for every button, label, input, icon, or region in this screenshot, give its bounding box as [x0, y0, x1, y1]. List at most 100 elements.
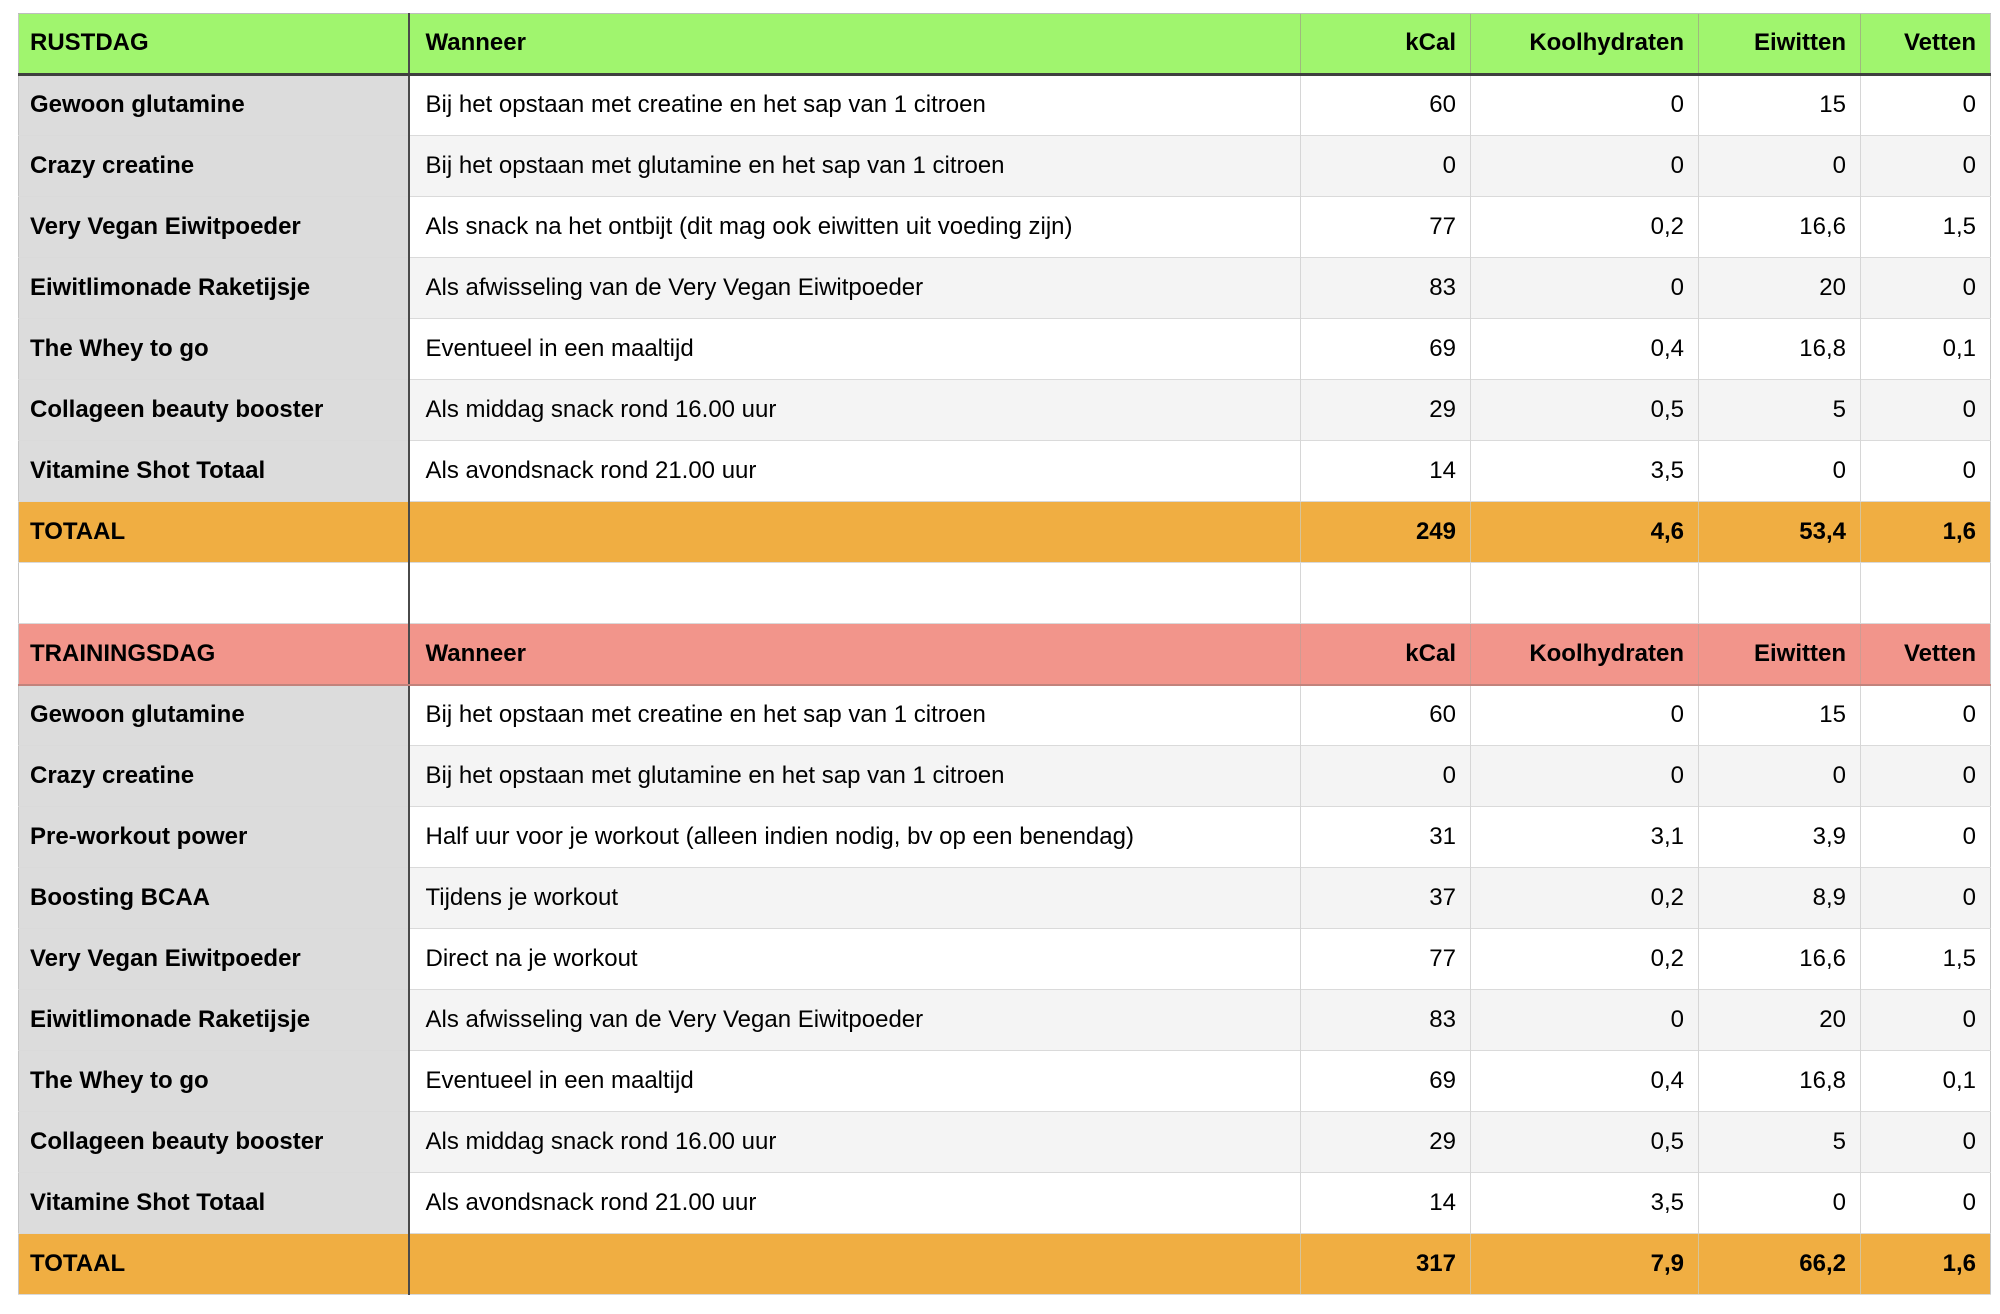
total-eiwitten-cell[interactable]: 53,4: [1698, 501, 1861, 563]
column-header-kcal[interactable]: kCal: [1300, 13, 1471, 76]
kcal-cell[interactable]: 60: [1300, 74, 1471, 136]
total-eiwitten-cell[interactable]: 66,2: [1698, 1233, 1861, 1295]
koolhydraten-cell[interactable]: 0: [1470, 135, 1699, 197]
eiwitten-cell[interactable]: 8,9: [1698, 867, 1861, 929]
wanneer-cell[interactable]: Als avondsnack rond 21.00 uur: [408, 440, 1301, 502]
product-name-cell[interactable]: Collageen beauty booster: [18, 1111, 410, 1173]
koolhydraten-cell[interactable]: 0: [1470, 989, 1699, 1051]
eiwitten-cell[interactable]: 0: [1698, 745, 1861, 807]
vetten-cell[interactable]: 0: [1860, 440, 1991, 502]
koolhydraten-cell[interactable]: 0,2: [1470, 928, 1699, 990]
vetten-cell[interactable]: 0: [1860, 257, 1991, 319]
spacer-cell[interactable]: [408, 562, 1301, 624]
total-label-cell[interactable]: TOTAAL: [18, 1233, 410, 1295]
product-name-cell[interactable]: The Whey to go: [18, 318, 410, 380]
spacer-cell[interactable]: [1300, 562, 1471, 624]
kcal-cell[interactable]: 37: [1300, 867, 1471, 929]
kcal-cell[interactable]: 31: [1300, 806, 1471, 868]
product-name-cell[interactable]: Vitamine Shot Totaal: [18, 1172, 410, 1234]
koolhydraten-cell[interactable]: 3,1: [1470, 806, 1699, 868]
total-koolhydraten-cell[interactable]: 7,9: [1470, 1233, 1699, 1295]
eiwitten-cell[interactable]: 5: [1698, 379, 1861, 441]
total-wanneer-cell[interactable]: [408, 1233, 1301, 1295]
koolhydraten-cell[interactable]: 0,2: [1470, 196, 1699, 258]
product-name-cell[interactable]: Boosting BCAA: [18, 867, 410, 929]
eiwitten-cell[interactable]: 0: [1698, 1172, 1861, 1234]
koolhydraten-cell[interactable]: 0: [1470, 745, 1699, 807]
wanneer-cell[interactable]: Direct na je workout: [408, 928, 1301, 990]
eiwitten-cell[interactable]: 15: [1698, 74, 1861, 136]
product-name-cell[interactable]: Vitamine Shot Totaal: [18, 440, 410, 502]
column-header-vetten[interactable]: Vetten: [1860, 13, 1991, 76]
vetten-cell[interactable]: 1,5: [1860, 196, 1991, 258]
vetten-cell[interactable]: 0: [1860, 684, 1991, 746]
section-title-cell[interactable]: TRAININGSDAG: [18, 623, 410, 686]
kcal-cell[interactable]: 29: [1300, 1111, 1471, 1173]
kcal-cell[interactable]: 29: [1300, 379, 1471, 441]
eiwitten-cell[interactable]: 16,6: [1698, 196, 1861, 258]
vetten-cell[interactable]: 0: [1860, 1111, 1991, 1173]
spacer-cell[interactable]: [1698, 562, 1861, 624]
wanneer-cell[interactable]: Bij het opstaan met creatine en het sap …: [408, 74, 1301, 136]
product-name-cell[interactable]: Very Vegan Eiwitpoeder: [18, 928, 410, 990]
column-header-eiwitten[interactable]: Eiwitten: [1698, 623, 1861, 686]
column-header-koolhydraten[interactable]: Koolhydraten: [1470, 623, 1699, 686]
spacer-cell[interactable]: [18, 562, 410, 624]
eiwitten-cell[interactable]: 20: [1698, 989, 1861, 1051]
eiwitten-cell[interactable]: 16,6: [1698, 928, 1861, 990]
koolhydraten-cell[interactable]: 0,2: [1470, 867, 1699, 929]
vetten-cell[interactable]: 0: [1860, 989, 1991, 1051]
wanneer-cell[interactable]: Als middag snack rond 16.00 uur: [408, 379, 1301, 441]
eiwitten-cell[interactable]: 0: [1698, 440, 1861, 502]
koolhydraten-cell[interactable]: 3,5: [1470, 440, 1699, 502]
wanneer-cell[interactable]: Bij het opstaan met glutamine en het sap…: [408, 745, 1301, 807]
koolhydraten-cell[interactable]: 3,5: [1470, 1172, 1699, 1234]
product-name-cell[interactable]: Eiwitlimonade Raketijsje: [18, 257, 410, 319]
wanneer-cell[interactable]: Als afwisseling van de Very Vegan Eiwitp…: [408, 257, 1301, 319]
kcal-cell[interactable]: 0: [1300, 745, 1471, 807]
total-vetten-cell[interactable]: 1,6: [1860, 501, 1991, 563]
eiwitten-cell[interactable]: 3,9: [1698, 806, 1861, 868]
wanneer-cell[interactable]: Bij het opstaan met creatine en het sap …: [408, 684, 1301, 746]
product-name-cell[interactable]: Crazy creatine: [18, 135, 410, 197]
total-label-cell[interactable]: TOTAAL: [18, 501, 410, 563]
column-header-eiwitten[interactable]: Eiwitten: [1698, 13, 1861, 76]
column-header-wanneer[interactable]: Wanneer: [408, 13, 1301, 76]
total-wanneer-cell[interactable]: [408, 501, 1301, 563]
koolhydraten-cell[interactable]: 0,5: [1470, 1111, 1699, 1173]
section-title-cell[interactable]: RUSTDAG: [18, 13, 410, 76]
eiwitten-cell[interactable]: 0: [1698, 135, 1861, 197]
spacer-cell[interactable]: [1470, 562, 1699, 624]
kcal-cell[interactable]: 69: [1300, 1050, 1471, 1112]
total-kcal-cell[interactable]: 317: [1300, 1233, 1471, 1295]
kcal-cell[interactable]: 60: [1300, 684, 1471, 746]
column-header-kcal[interactable]: kCal: [1300, 623, 1471, 686]
eiwitten-cell[interactable]: 16,8: [1698, 318, 1861, 380]
product-name-cell[interactable]: The Whey to go: [18, 1050, 410, 1112]
vetten-cell[interactable]: 0: [1860, 74, 1991, 136]
wanneer-cell[interactable]: Als afwisseling van de Very Vegan Eiwitp…: [408, 989, 1301, 1051]
vetten-cell[interactable]: 0,1: [1860, 318, 1991, 380]
wanneer-cell[interactable]: Als middag snack rond 16.00 uur: [408, 1111, 1301, 1173]
column-header-wanneer[interactable]: Wanneer: [408, 623, 1301, 686]
koolhydraten-cell[interactable]: 0: [1470, 684, 1699, 746]
vetten-cell[interactable]: 0: [1860, 135, 1991, 197]
kcal-cell[interactable]: 83: [1300, 257, 1471, 319]
product-name-cell[interactable]: Eiwitlimonade Raketijsje: [18, 989, 410, 1051]
column-header-koolhydraten[interactable]: Koolhydraten: [1470, 13, 1699, 76]
koolhydraten-cell[interactable]: 0,4: [1470, 1050, 1699, 1112]
vetten-cell[interactable]: 0: [1860, 867, 1991, 929]
koolhydraten-cell[interactable]: 0: [1470, 257, 1699, 319]
kcal-cell[interactable]: 69: [1300, 318, 1471, 380]
kcal-cell[interactable]: 14: [1300, 1172, 1471, 1234]
wanneer-cell[interactable]: Als snack na het ontbijt (dit mag ook ei…: [408, 196, 1301, 258]
vetten-cell[interactable]: 0: [1860, 1172, 1991, 1234]
vetten-cell[interactable]: 0: [1860, 806, 1991, 868]
total-vetten-cell[interactable]: 1,6: [1860, 1233, 1991, 1295]
wanneer-cell[interactable]: Tijdens je workout: [408, 867, 1301, 929]
eiwitten-cell[interactable]: 16,8: [1698, 1050, 1861, 1112]
kcal-cell[interactable]: 77: [1300, 928, 1471, 990]
vetten-cell[interactable]: 0: [1860, 379, 1991, 441]
product-name-cell[interactable]: Gewoon glutamine: [18, 74, 410, 136]
wanneer-cell[interactable]: Als avondsnack rond 21.00 uur: [408, 1172, 1301, 1234]
